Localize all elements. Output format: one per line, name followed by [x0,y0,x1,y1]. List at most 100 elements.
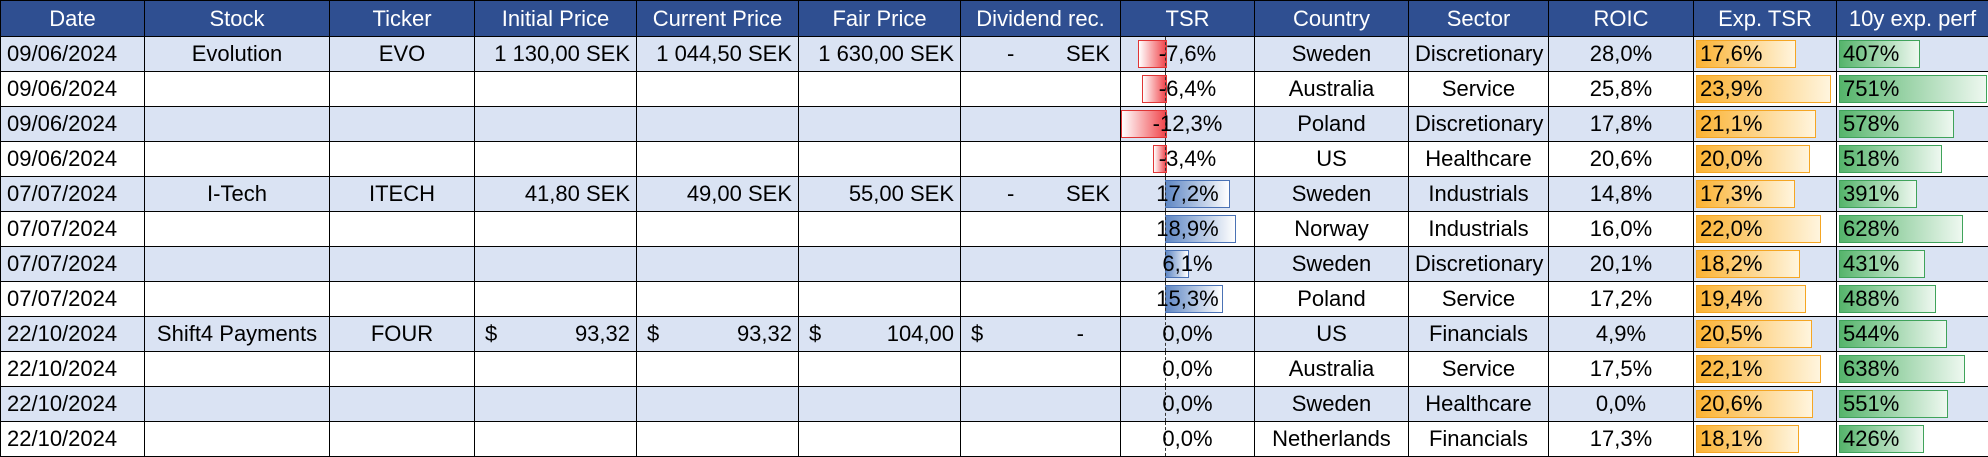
tsr-cell[interactable]: -7,6% [1121,37,1255,72]
roic-cell[interactable]: 17,5% [1549,352,1694,387]
initial-price-cell[interactable] [475,387,637,422]
perf-cell[interactable]: 391% [1837,177,1988,212]
header-date[interactable]: Date [1,1,145,37]
initial-price-cell[interactable]: 1 130,00 SEK [475,37,637,72]
ticker-cell[interactable] [330,387,475,422]
initial-price-cell[interactable] [475,107,637,142]
header-tsr[interactable]: TSR [1121,1,1255,37]
sector-cell[interactable]: Discretionary [1409,37,1549,72]
date-cell[interactable]: 07/07/2024 [1,177,145,212]
country-cell[interactable]: Sweden [1255,177,1409,212]
date-cell[interactable]: 09/06/2024 [1,72,145,107]
header-roic[interactable]: ROIC [1549,1,1694,37]
country-cell[interactable]: Netherlands [1255,422,1409,457]
perf-cell[interactable]: 544% [1837,317,1988,352]
dividend-cell[interactable] [961,107,1121,142]
ticker-cell[interactable] [330,72,475,107]
sector-cell[interactable]: Financials [1409,317,1549,352]
ticker-cell[interactable] [330,247,475,282]
exp-tsr-cell[interactable]: 18,2% [1694,247,1837,282]
stock-cell[interactable] [145,142,330,177]
stock-cell[interactable] [145,387,330,422]
header-country[interactable]: Country [1255,1,1409,37]
exp-tsr-cell[interactable]: 20,5% [1694,317,1837,352]
initial-price-cell[interactable] [475,282,637,317]
exp-tsr-cell[interactable]: 20,6% [1694,387,1837,422]
exp-tsr-cell[interactable]: 17,3% [1694,177,1837,212]
sector-cell[interactable]: Service [1409,282,1549,317]
date-cell[interactable]: 22/10/2024 [1,422,145,457]
country-cell[interactable]: Norway [1255,212,1409,247]
ticker-cell[interactable] [330,422,475,457]
dividend-cell[interactable] [961,387,1121,422]
current-price-cell[interactable]: $93,32 [637,317,799,352]
country-cell[interactable]: Australia [1255,352,1409,387]
date-cell[interactable]: 09/06/2024 [1,142,145,177]
stock-cell[interactable] [145,107,330,142]
initial-price-cell[interactable] [475,72,637,107]
tsr-cell[interactable]: 6,1% [1121,247,1255,282]
sector-cell[interactable]: Service [1409,72,1549,107]
date-cell[interactable]: 09/06/2024 [1,107,145,142]
initial-price-cell[interactable]: $93,32 [475,317,637,352]
sector-cell[interactable]: Healthcare [1409,142,1549,177]
current-price-cell[interactable] [637,387,799,422]
exp-tsr-cell[interactable]: 20,0% [1694,142,1837,177]
date-cell[interactable]: 22/10/2024 [1,352,145,387]
dividend-cell[interactable]: -SEK [961,37,1121,72]
header-fair-price[interactable]: Fair Price [799,1,961,37]
exp-tsr-cell[interactable]: 22,0% [1694,212,1837,247]
sector-cell[interactable]: Service [1409,352,1549,387]
header-current-price[interactable]: Current Price [637,1,799,37]
header-exp-tsr[interactable]: Exp. TSR [1694,1,1837,37]
stock-cell[interactable] [145,212,330,247]
current-price-cell[interactable] [637,72,799,107]
country-cell[interactable]: Poland [1255,107,1409,142]
stock-cell[interactable]: I-Tech [145,177,330,212]
fair-price-cell[interactable] [799,352,961,387]
roic-cell[interactable]: 17,3% [1549,422,1694,457]
current-price-cell[interactable] [637,142,799,177]
dividend-cell[interactable]: -SEK [961,177,1121,212]
exp-tsr-cell[interactable]: 23,9% [1694,72,1837,107]
initial-price-cell[interactable]: 41,80 SEK [475,177,637,212]
ticker-cell[interactable] [330,107,475,142]
tsr-cell[interactable]: 15,3% [1121,282,1255,317]
fair-price-cell[interactable] [799,282,961,317]
initial-price-cell[interactable] [475,247,637,282]
roic-cell[interactable]: 4,9% [1549,317,1694,352]
ticker-cell[interactable] [330,352,475,387]
tsr-cell[interactable]: 18,9% [1121,212,1255,247]
dividend-cell[interactable] [961,142,1121,177]
fair-price-cell[interactable] [799,72,961,107]
header-stock[interactable]: Stock [145,1,330,37]
roic-cell[interactable]: 17,8% [1549,107,1694,142]
stock-cell[interactable] [145,247,330,282]
ticker-cell[interactable] [330,282,475,317]
country-cell[interactable]: Sweden [1255,37,1409,72]
dividend-cell[interactable] [961,352,1121,387]
perf-cell[interactable]: 488% [1837,282,1988,317]
current-price-cell[interactable] [637,212,799,247]
exp-tsr-cell[interactable]: 22,1% [1694,352,1837,387]
perf-cell[interactable]: 638% [1837,352,1988,387]
date-cell[interactable]: 07/07/2024 [1,212,145,247]
perf-cell[interactable]: 518% [1837,142,1988,177]
tsr-cell[interactable]: 17,2% [1121,177,1255,212]
dividend-cell[interactable]: $- [961,317,1121,352]
current-price-cell[interactable] [637,107,799,142]
sector-cell[interactable]: Financials [1409,422,1549,457]
exp-tsr-cell[interactable]: 21,1% [1694,107,1837,142]
perf-cell[interactable]: 551% [1837,387,1988,422]
perf-cell[interactable]: 751% [1837,72,1988,107]
ticker-cell[interactable] [330,212,475,247]
ticker-cell[interactable]: FOUR [330,317,475,352]
sector-cell[interactable]: Healthcare [1409,387,1549,422]
date-cell[interactable]: 22/10/2024 [1,317,145,352]
country-cell[interactable]: US [1255,317,1409,352]
dividend-cell[interactable] [961,212,1121,247]
perf-cell[interactable]: 407% [1837,37,1988,72]
current-price-cell[interactable] [637,247,799,282]
date-cell[interactable]: 07/07/2024 [1,282,145,317]
country-cell[interactable]: Sweden [1255,247,1409,282]
